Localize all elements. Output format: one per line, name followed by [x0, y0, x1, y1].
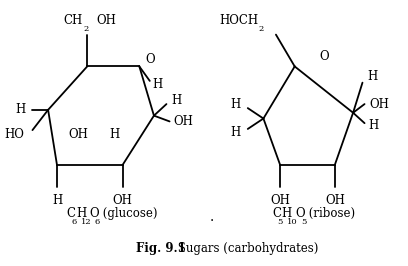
- Text: 2: 2: [259, 25, 264, 33]
- Text: (ribose): (ribose): [305, 207, 355, 220]
- Text: 6: 6: [71, 218, 77, 226]
- Text: OH: OH: [325, 194, 345, 207]
- Text: OH: OH: [270, 194, 290, 207]
- Text: 2: 2: [83, 25, 89, 33]
- Text: OH: OH: [97, 14, 116, 27]
- Text: OH: OH: [68, 128, 88, 141]
- Text: O: O: [296, 207, 306, 220]
- Text: 6: 6: [95, 218, 100, 226]
- Text: C: C: [67, 207, 75, 220]
- Text: 5: 5: [277, 218, 283, 226]
- Text: 12: 12: [81, 218, 92, 226]
- Text: 5: 5: [301, 218, 306, 226]
- Text: H: H: [109, 128, 120, 141]
- Text: O: O: [319, 49, 329, 63]
- Text: H: H: [16, 103, 26, 116]
- Text: HO: HO: [5, 128, 24, 141]
- Text: .: .: [210, 210, 215, 224]
- Text: HOCH: HOCH: [220, 14, 259, 27]
- Text: CH: CH: [64, 14, 83, 27]
- Text: OH: OH: [173, 115, 193, 128]
- Text: Fig. 9.1: Fig. 9.1: [136, 242, 186, 255]
- Text: O: O: [145, 53, 155, 66]
- Text: OH: OH: [370, 98, 390, 111]
- Text: Sugars (carbohydrates): Sugars (carbohydrates): [174, 242, 318, 255]
- Text: H: H: [231, 127, 241, 139]
- Text: 10: 10: [287, 218, 297, 226]
- Text: H: H: [52, 194, 62, 207]
- Text: H: H: [368, 70, 378, 83]
- Text: H: H: [369, 119, 379, 132]
- Text: H: H: [153, 78, 163, 92]
- Text: H: H: [282, 207, 292, 220]
- Text: C: C: [272, 207, 281, 220]
- Text: OH: OH: [113, 194, 133, 207]
- Text: (glucose): (glucose): [100, 207, 158, 220]
- Text: H: H: [76, 207, 86, 220]
- Text: O: O: [90, 207, 100, 220]
- Text: H: H: [231, 98, 241, 111]
- Text: H: H: [172, 94, 182, 106]
